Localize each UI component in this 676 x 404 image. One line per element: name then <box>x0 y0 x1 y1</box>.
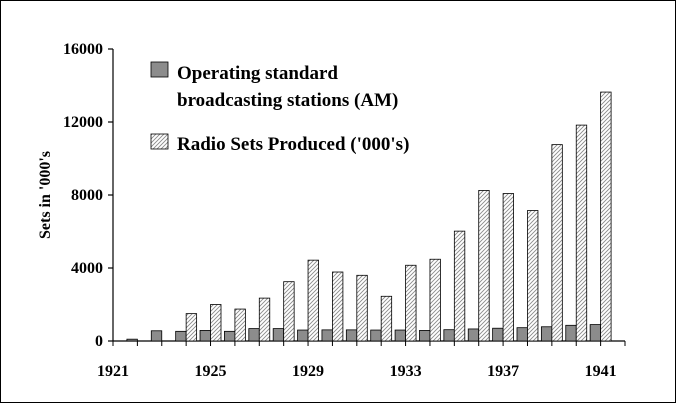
y-axis-label: Sets in '000's <box>37 151 54 239</box>
bar-stations-1927 <box>248 328 260 342</box>
legend-swatch-radio-sets <box>150 133 169 150</box>
bar-stations-1940 <box>565 324 577 342</box>
bar-stations-1922 <box>126 338 138 342</box>
bar-radio-sets-1927 <box>258 297 271 342</box>
x-tick-label: 1929 <box>292 363 324 380</box>
bar-radio-sets-1931 <box>356 274 368 342</box>
bar-radio-sets-1928 <box>283 281 295 342</box>
bar-radio-sets-1924 <box>185 313 198 342</box>
bar-stations-1924 <box>175 330 187 342</box>
bar-stations-1925 <box>199 330 211 342</box>
x-tick-label: 1921 <box>97 363 129 380</box>
x-tick-label: 1941 <box>585 363 617 380</box>
x-tick-label: 1925 <box>195 363 227 380</box>
bar-stations-1930 <box>321 329 333 342</box>
bar-radio-sets-1935 <box>453 230 466 342</box>
legend-label-stations: broadcasting stations (AM) <box>177 90 398 111</box>
y-tick-label: 8000 <box>71 187 103 204</box>
bar-radio-sets-1925 <box>210 304 222 342</box>
legend-label-stations: Operating standard <box>177 63 338 84</box>
bar-radio-sets-1926 <box>234 308 246 342</box>
bar-stations-1937 <box>492 327 504 342</box>
y-tick-label: 16000 <box>63 41 103 58</box>
legend-swatch-stations <box>150 61 169 78</box>
x-tick-label: 1937 <box>487 363 519 380</box>
bar-radio-sets-1930 <box>332 271 344 342</box>
bar-stations-1935 <box>443 329 455 342</box>
bar-radio-sets-1934 <box>429 258 441 342</box>
bar-radio-sets-1936 <box>478 190 490 342</box>
bar-stations-1926 <box>224 330 236 342</box>
bar-radio-sets-1938 <box>527 210 539 342</box>
bar-stations-1928 <box>272 328 285 342</box>
bar-radio-sets-1937 <box>502 193 514 342</box>
bar-radio-sets-1940 <box>575 124 588 342</box>
bar-stations-1936 <box>467 328 480 342</box>
bar-stations-1931 <box>345 329 358 342</box>
y-tick-label: 12000 <box>63 114 103 131</box>
bar-stations-1941 <box>589 324 602 342</box>
bar-radio-sets-1933 <box>405 264 417 342</box>
x-tick-label: 1933 <box>390 363 422 380</box>
bar-stations-1933 <box>394 329 406 342</box>
bar-stations-1929 <box>297 329 309 342</box>
bar-radio-sets-1939 <box>551 144 563 342</box>
bar-stations-1938 <box>516 327 528 342</box>
bar-radio-sets-1929 <box>307 259 319 342</box>
bar-radio-sets-1941 <box>600 91 612 342</box>
y-tick-label: 4000 <box>71 260 103 277</box>
bar-radio-sets-1932 <box>380 295 393 342</box>
legend-label-radio-sets: Radio Sets Produced ('000's) <box>177 134 409 155</box>
bar-stations-1923 <box>150 330 163 342</box>
bar-stations-1934 <box>419 330 431 342</box>
bar-stations-1932 <box>370 329 382 342</box>
y-tick-label: 0 <box>95 333 103 350</box>
bar-stations-1939 <box>540 326 553 342</box>
